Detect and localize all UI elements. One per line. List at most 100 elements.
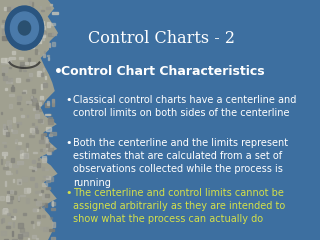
Bar (12, 85, 13, 88)
Bar (16, 122, 21, 124)
Bar (23, 213, 26, 215)
Text: •: • (66, 188, 72, 198)
Bar (41, 31, 46, 34)
Bar (5, 164, 6, 166)
Bar (9, 191, 12, 193)
Bar (47, 101, 49, 105)
Bar (42, 158, 46, 162)
Bar (33, 129, 35, 133)
Bar (23, 25, 27, 27)
Bar (35, 49, 37, 54)
Bar (5, 181, 6, 186)
Text: Both the centerline and the limits represent
estimates that are calculated from : Both the centerline and the limits repre… (73, 138, 289, 188)
Bar (42, 190, 43, 192)
Bar (34, 42, 38, 44)
Bar (36, 39, 41, 43)
Bar (42, 180, 44, 181)
Bar (36, 238, 38, 239)
Bar (41, 73, 43, 76)
Bar (22, 153, 25, 155)
Bar (16, 146, 20, 149)
Bar (45, 194, 49, 198)
Bar (3, 127, 6, 131)
Bar (40, 203, 44, 206)
Bar (17, 102, 20, 104)
Bar (52, 222, 55, 227)
Bar (45, 114, 51, 115)
Bar (34, 208, 36, 211)
Bar (9, 104, 12, 108)
Bar (27, 78, 31, 80)
Bar (31, 96, 34, 101)
Bar (7, 120, 11, 124)
Bar (51, 23, 55, 25)
Bar (16, 24, 20, 26)
Bar (50, 4, 52, 6)
Bar (13, 164, 18, 167)
Bar (39, 102, 41, 105)
Bar (11, 78, 12, 83)
Bar (33, 167, 36, 170)
Circle shape (11, 12, 38, 44)
Bar (42, 36, 44, 40)
Bar (26, 79, 29, 81)
Bar (34, 66, 39, 67)
Bar (22, 177, 27, 181)
Bar (20, 150, 23, 155)
Bar (35, 114, 39, 118)
Bar (45, 137, 46, 142)
Bar (11, 129, 12, 132)
Bar (44, 51, 45, 53)
Bar (51, 237, 55, 240)
Bar (20, 228, 24, 232)
Bar (44, 176, 48, 177)
Bar (36, 221, 40, 223)
Bar (21, 32, 24, 36)
Bar (52, 103, 54, 106)
Bar (32, 235, 36, 238)
Bar (11, 158, 14, 162)
Bar (30, 128, 34, 132)
Bar (22, 92, 25, 93)
Text: •: • (66, 138, 72, 148)
Bar (24, 153, 28, 157)
Bar (47, 55, 49, 56)
Bar (42, 183, 47, 186)
Bar (7, 191, 9, 192)
Bar (40, 149, 44, 151)
Bar (18, 197, 19, 202)
Bar (13, 38, 18, 40)
Text: •: • (54, 65, 63, 79)
Bar (26, 62, 28, 64)
Bar (45, 139, 48, 143)
Bar (18, 161, 23, 164)
Bar (48, 119, 53, 124)
Bar (43, 82, 45, 84)
Bar (20, 154, 23, 158)
Bar (40, 6, 41, 8)
Bar (1, 58, 6, 62)
Bar (2, 29, 5, 34)
Bar (6, 196, 9, 201)
Bar (26, 101, 31, 103)
Bar (11, 6, 12, 10)
Bar (46, 143, 49, 147)
Bar (7, 192, 9, 198)
Bar (42, 156, 46, 160)
Bar (51, 132, 56, 135)
Bar (5, 210, 7, 212)
Bar (30, 177, 35, 180)
Bar (34, 199, 36, 200)
Bar (8, 60, 12, 64)
Bar (32, 24, 34, 28)
Bar (45, 169, 48, 170)
Bar (6, 81, 11, 83)
Bar (33, 209, 37, 211)
Bar (12, 231, 13, 236)
Bar (41, 26, 45, 29)
Bar (43, 84, 47, 87)
Bar (14, 192, 16, 194)
Bar (46, 176, 50, 179)
Bar (20, 195, 25, 196)
Bar (14, 45, 17, 48)
